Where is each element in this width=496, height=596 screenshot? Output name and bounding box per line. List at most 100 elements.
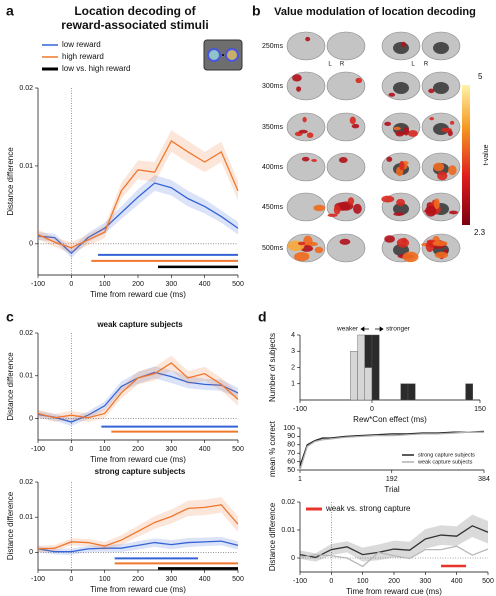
activation <box>339 238 351 245</box>
activation <box>403 126 410 136</box>
x-axis-label: Rew*Con effect (ms) <box>353 415 427 424</box>
activation <box>333 205 341 215</box>
activation <box>311 158 317 162</box>
panel-title: Value modulation of location decoding <box>274 6 476 18</box>
brain-medial <box>393 203 409 215</box>
activation <box>303 235 313 247</box>
brain <box>286 112 326 142</box>
y-tick-label: 0 <box>291 555 295 562</box>
error-band <box>38 130 238 254</box>
x-tick-label: -100 <box>293 406 307 413</box>
y-tick-label: 0.02 <box>19 330 33 337</box>
y-tick-label: 0.01 <box>19 163 33 170</box>
brain <box>326 152 366 182</box>
x-tick-label: -100 <box>31 446 45 453</box>
x-tick-label: -100 <box>293 578 307 585</box>
y-tick-label: 80 <box>287 442 295 449</box>
activation <box>296 86 302 92</box>
time-label: 450ms <box>262 204 284 211</box>
y-tick-label: 1 <box>291 381 295 388</box>
x-tick-label: 500 <box>232 576 244 583</box>
brain-medial <box>393 82 409 94</box>
activation <box>393 126 401 131</box>
x-tick-label: 200 <box>132 446 144 453</box>
time-label: 250ms <box>262 43 284 50</box>
histogram-bar <box>371 334 380 401</box>
brain-medial <box>433 82 449 94</box>
y-tick-label: 3 <box>291 348 295 355</box>
y-tick-label: 90 <box>287 433 295 440</box>
panel-label: b <box>252 3 261 19</box>
x-tick-label: 100 <box>99 576 111 583</box>
x-tick-label: -100 <box>31 576 45 583</box>
annotation: weaker <box>336 326 359 333</box>
activation <box>407 130 418 137</box>
annotation-arrow <box>375 326 384 332</box>
activation <box>386 156 393 162</box>
activation <box>351 123 360 129</box>
x-tick-label: 300 <box>165 281 177 288</box>
panel-title: reward-associated stimuli <box>61 18 208 32</box>
activation <box>401 237 407 244</box>
subplot-title: weak capture subjects <box>96 320 183 329</box>
activation <box>396 198 405 207</box>
activation <box>314 246 324 254</box>
time-label: 500ms <box>262 245 284 252</box>
activation <box>349 116 356 125</box>
activation <box>305 36 311 42</box>
activation <box>449 120 455 125</box>
brain <box>326 71 366 101</box>
histogram-bar <box>400 383 409 401</box>
activation <box>302 116 307 123</box>
activation <box>384 235 396 243</box>
x-tick-label: 150 <box>474 406 486 413</box>
x-axis-label: Time from reward cue (ms) <box>90 290 186 299</box>
brain <box>286 192 326 222</box>
y-tick-label: 0.01 <box>19 514 33 521</box>
legend-label: low reward <box>62 40 101 49</box>
x-tick-label: 300 <box>419 578 431 585</box>
activation <box>437 171 448 181</box>
data-line <box>37 182 239 255</box>
x-tick-label: 0 <box>370 406 374 413</box>
activation <box>297 241 306 246</box>
y-tick-label: 0.01 <box>19 373 33 380</box>
activation <box>432 240 448 247</box>
x-tick-label: 400 <box>451 578 463 585</box>
activation <box>425 240 435 253</box>
histogram-bar <box>465 383 474 401</box>
x-tick-label: 200 <box>132 576 144 583</box>
x-tick-label: 500 <box>232 281 244 288</box>
x-axis-label: Time from reward cue (ms) <box>90 455 186 464</box>
panel-title: Location decoding of <box>74 4 196 18</box>
annotation-arrow <box>360 326 369 332</box>
stimulus-icon <box>203 39 243 71</box>
y-axis-label: Distance difference <box>6 352 15 421</box>
hemisphere-label: R <box>340 62 345 68</box>
colorbar-label: t-value <box>483 144 490 165</box>
panel-label: a <box>6 3 14 19</box>
data-line <box>299 430 485 467</box>
activation <box>294 252 310 262</box>
data-line <box>299 431 484 471</box>
y-tick-label: 0.01 <box>281 527 295 534</box>
activation <box>402 251 419 263</box>
y-tick-label: 0.02 <box>19 479 33 486</box>
subplot-title: strong capture subjects <box>95 467 186 476</box>
activation <box>388 92 396 97</box>
activation <box>399 160 405 171</box>
y-tick-label: 0 <box>29 241 33 248</box>
legend-label: low vs. high reward <box>62 64 130 73</box>
activation <box>384 121 392 126</box>
histogram-bar <box>364 367 373 401</box>
colorbar-max: 5 <box>478 72 483 81</box>
x-tick-label: 1 <box>298 476 302 483</box>
x-tick-label: 0 <box>69 446 73 453</box>
colorbar <box>462 85 470 225</box>
y-tick-label: 0 <box>29 415 33 422</box>
brain <box>286 31 326 61</box>
activation <box>327 213 338 217</box>
x-tick-label: 300 <box>165 446 177 453</box>
activation <box>400 41 407 48</box>
